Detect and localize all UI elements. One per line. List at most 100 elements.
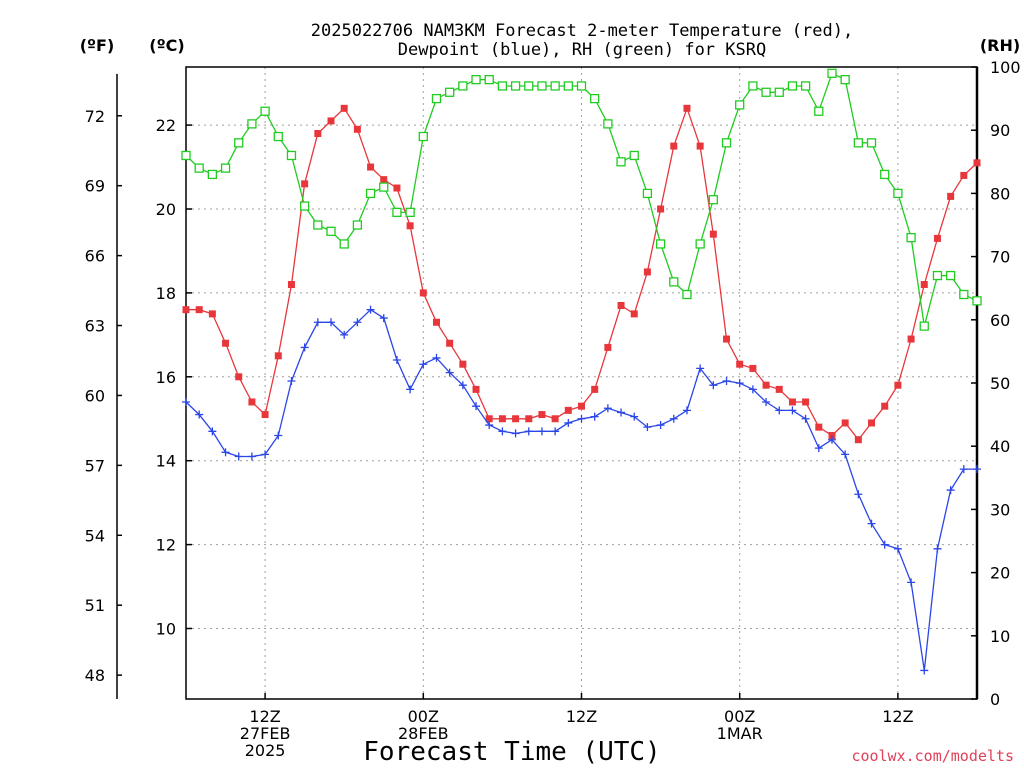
rh-point (853, 138, 863, 148)
temperature-point (195, 306, 203, 314)
temperature-point (274, 352, 282, 360)
dewpoint-point (406, 385, 415, 394)
dewpoint-point (353, 318, 362, 327)
temperature-point (512, 415, 520, 423)
dewpoint-point (630, 412, 639, 421)
fahrenheit-tick-label: 48 (85, 666, 105, 685)
rh-point (800, 81, 811, 91)
temperature-point (604, 343, 612, 351)
temperature-point (788, 398, 796, 406)
rh-point (510, 81, 521, 91)
fahrenheit-tick-label: 60 (85, 386, 105, 405)
celsius-tick-label: 20 (156, 200, 176, 219)
dewpoint-point (432, 353, 441, 362)
dewpoint-point (590, 412, 599, 421)
dewpoint-point (234, 452, 243, 461)
dewpoint-point (775, 406, 784, 415)
temperature-point (393, 184, 401, 192)
dewpoint-point (696, 364, 705, 373)
celsius-tick-label: 18 (156, 284, 176, 303)
dewpoint-point (656, 421, 665, 430)
rh-point (721, 138, 732, 148)
rh-point (708, 195, 718, 205)
dewpoint-point (973, 465, 981, 474)
rh-point (194, 163, 204, 173)
dewpoint-line (185, 308, 977, 671)
rh-point (537, 81, 547, 91)
rh-point (893, 188, 903, 199)
rh-tick-label: 30 (990, 500, 1010, 519)
fahrenheit-tick-label: 72 (85, 107, 105, 126)
rh-tick-label: 10 (990, 627, 1010, 646)
dewpoint-point (920, 666, 929, 675)
rh-point (616, 157, 626, 167)
rh-tick-label: 20 (990, 564, 1010, 583)
temperature-point (709, 230, 717, 238)
temperature-point (327, 117, 335, 125)
rh-point (840, 74, 850, 85)
dewpoint-point (801, 414, 810, 423)
dewpoint-point (195, 410, 204, 419)
dewpoint-point (722, 376, 731, 385)
temperature-point (235, 373, 243, 381)
temperature-point (736, 360, 744, 368)
chart-title-line1: 2025022706 NAM3KM Forecast 2-meter Tempe… (311, 21, 853, 41)
rh-point (339, 239, 349, 249)
celsius-tick-label: 10 (156, 620, 176, 639)
dewpoint-point (682, 406, 691, 415)
rh-point (220, 163, 231, 173)
dewpoint-point (788, 406, 797, 415)
dewpoint-point (551, 427, 560, 436)
temperature-point (248, 398, 256, 406)
rh-point (655, 239, 666, 249)
dewpoint-point (709, 381, 718, 390)
celsius-tick-label: 16 (156, 368, 176, 387)
rh-tick-label: 0 (990, 690, 1000, 709)
temperature-point (472, 385, 480, 393)
rh-point (484, 74, 494, 85)
temperature-point (841, 419, 849, 427)
rh-point (866, 138, 877, 148)
fahrenheit-tick-label: 57 (85, 456, 105, 475)
rh-point (603, 119, 613, 129)
temperature-point (591, 385, 599, 393)
dewpoint-point (221, 448, 230, 457)
temperature-point (868, 419, 876, 427)
dewpoint-point (340, 330, 349, 339)
temperature-point (960, 171, 968, 179)
dewpoint-point (208, 427, 217, 436)
rh-point (669, 277, 679, 287)
dewpoint-point (893, 544, 902, 553)
rh-tick-label: 50 (990, 374, 1010, 393)
temperature-point (670, 142, 678, 150)
temperature-point (749, 364, 757, 372)
dewpoint-point (392, 356, 401, 365)
temperature-point (353, 125, 361, 133)
dewpoint-point (933, 544, 942, 553)
rh-point (379, 182, 389, 192)
temperature-point (775, 385, 783, 393)
fahrenheit-axis-label: (ºF) (80, 36, 115, 55)
rh-tick-label: 40 (990, 437, 1010, 456)
temperature-point (287, 281, 295, 289)
chart-title-line2: Dewpoint (blue), RH (green) for KSRQ (398, 40, 766, 60)
x-tick-label: 28FEB (398, 724, 449, 743)
dewpoint-point (498, 427, 507, 436)
fahrenheit-tick-label: 54 (85, 526, 105, 545)
rh-point (590, 93, 600, 104)
temperature-point (208, 310, 216, 318)
rh-point (906, 232, 916, 243)
rh-point (260, 106, 270, 116)
dewpoint-point (445, 368, 454, 377)
plot-frame (185, 66, 978, 700)
rh-point (392, 207, 402, 218)
temperature-point (446, 339, 454, 347)
rh-point (972, 296, 982, 306)
x-tick-label: 12Z (249, 707, 280, 726)
celsius-tick-label: 12 (156, 536, 176, 555)
rh-point (247, 119, 257, 129)
celsius-tick-label: 14 (156, 452, 176, 471)
dewpoint-point (959, 465, 968, 474)
temperature-point (630, 310, 638, 318)
dewpoint-point (564, 418, 573, 427)
